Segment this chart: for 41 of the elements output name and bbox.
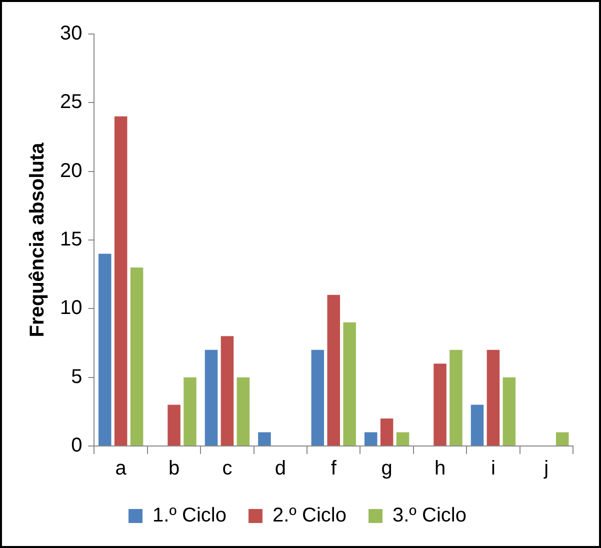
x-tick-label: g: [381, 458, 392, 480]
bar: [114, 116, 128, 446]
bar: [486, 350, 500, 446]
bar: [343, 322, 356, 446]
bar: [470, 404, 484, 446]
bar: [184, 377, 196, 446]
bar: [311, 350, 324, 446]
bar: [434, 364, 446, 446]
bar: [236, 377, 250, 446]
x-tick-label: d: [274, 458, 286, 480]
bar: [168, 404, 180, 446]
legend-label: 3.º Ciclo: [392, 504, 466, 527]
x-tick-label: a: [115, 458, 128, 480]
y-tick-label: 0: [71, 434, 82, 457]
y-axis-title: Frequência absoluta: [26, 142, 49, 338]
y-tick-label: 30: [60, 22, 82, 45]
bar: [258, 432, 271, 446]
bar: [396, 432, 410, 446]
bar: [98, 254, 112, 446]
bar: [364, 432, 378, 446]
y-tick-label: 5: [71, 366, 82, 388]
x-tick-label: h: [434, 458, 446, 480]
bar: [130, 267, 144, 446]
legend-label: 2.º Ciclo: [272, 504, 347, 527]
bar: [327, 294, 340, 446]
legend-label: 1.º Ciclo: [152, 504, 227, 527]
x-tick-label: j: [543, 458, 549, 480]
y-tick-label: 15: [60, 228, 82, 251]
y-tick-label: 25: [60, 91, 82, 114]
x-tick-label: f: [330, 458, 337, 480]
x-tick-label: c: [222, 458, 232, 480]
bar: [502, 377, 516, 446]
x-tick-label: b: [168, 458, 180, 480]
bar: [220, 336, 234, 446]
x-tick-label: i: [490, 458, 496, 480]
bar: [450, 350, 462, 446]
y-tick-label: 20: [60, 160, 82, 182]
bar: [204, 350, 218, 446]
bar: [556, 432, 569, 446]
bar: [380, 418, 394, 446]
y-tick-label: 10: [60, 297, 82, 320]
